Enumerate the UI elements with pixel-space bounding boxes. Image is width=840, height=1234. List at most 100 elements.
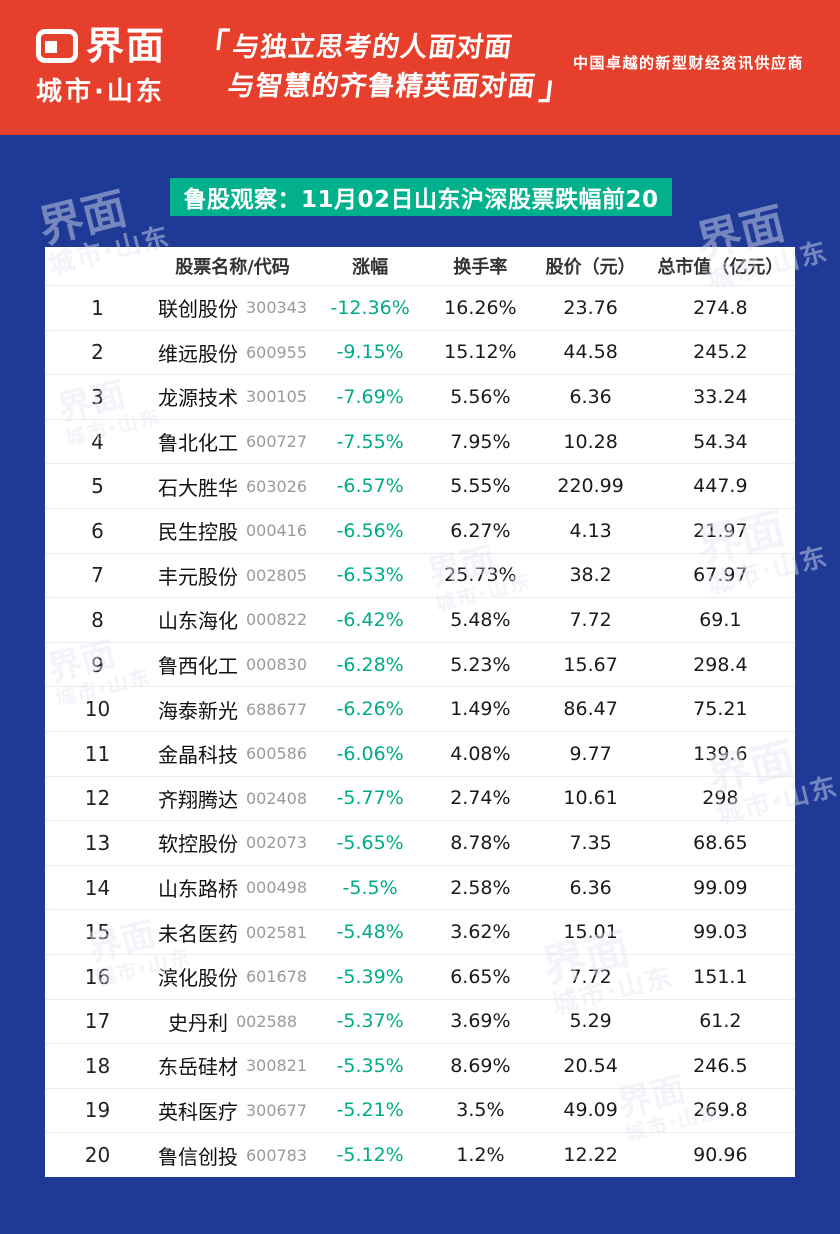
- stock-name: 联创股份: [157, 297, 238, 322]
- name-cell: 鲁信创投 600783: [150, 1141, 315, 1170]
- table-row: 19 英科医疗 300677 -5.21% 3.5% 49.09 269.8: [45, 1087, 795, 1133]
- cap-cell: 246.5: [693, 1054, 748, 1077]
- stock-code: 601678: [245, 967, 308, 987]
- change-cell: -5.39%: [336, 965, 404, 988]
- stock-code: 000416: [245, 521, 308, 541]
- cap-cell: 21.97: [693, 519, 748, 542]
- table-row: 4 鲁北化工 600727 -7.55% 7.95% 10.28 54.34: [45, 418, 795, 464]
- stock-name: 维远股份: [157, 341, 238, 366]
- page-title: 鲁股观察：11月02日山东沪深股票跌幅前20: [183, 187, 659, 213]
- turnover-cell: 8.69%: [450, 1054, 511, 1077]
- cap-cell: 75.21: [693, 698, 748, 721]
- turnover-cell: 16.26%: [444, 296, 517, 319]
- price-cell: 5.29: [569, 1010, 612, 1033]
- change-cell: -6.56%: [336, 519, 404, 542]
- name-cell: 史丹利 002588: [150, 1007, 315, 1036]
- turnover-cell: 8.78%: [450, 831, 511, 854]
- rank-cell: 18: [84, 1053, 111, 1078]
- stock-name: 石大胜华: [157, 475, 238, 500]
- tagline-lines: 与独立思考的人面对面 与智慧的齐鲁精英面对面: [225, 28, 543, 106]
- rank-cell: 4: [91, 429, 104, 454]
- table-row: 3 龙源技术 300105 -7.69% 5.56% 6.36 33.24: [45, 374, 795, 419]
- change-cell: -6.28%: [336, 653, 404, 676]
- cap-cell: 33.24: [693, 385, 748, 408]
- turnover-cell: 3.5%: [456, 1099, 505, 1122]
- close-bracket: 」: [537, 69, 574, 108]
- rank-cell: 16: [84, 964, 111, 989]
- table-body: 1 联创股份 300343 -12.36% 16.26% 23.76 274.8…: [45, 285, 795, 1177]
- stock-code: 300821: [245, 1056, 308, 1076]
- stock-name: 鲁信创投: [157, 1144, 238, 1169]
- name-cell: 山东海化 000822: [150, 605, 315, 634]
- stock-code: 600783: [245, 1145, 308, 1165]
- table-row: 14 山东路桥 000498 -5.5% 2.58% 6.36 99.09: [45, 864, 795, 910]
- table-row: 5 石大胜华 603026 -6.57% 5.55% 220.99 447.9: [45, 463, 795, 508]
- header-cap: 总市值（亿元）: [657, 257, 784, 278]
- rank-cell: 14: [84, 875, 111, 900]
- stock-code: 002408: [245, 788, 308, 808]
- price-cell: 220.99: [557, 475, 624, 498]
- stock-name: 滨化股份: [157, 966, 238, 991]
- title-banner: 鲁股观察：11月02日山东沪深股票跌幅前20: [170, 178, 672, 216]
- price-cell: 20.54: [563, 1054, 618, 1077]
- change-cell: -12.36%: [330, 296, 410, 319]
- stock-code: 600727: [245, 432, 308, 452]
- change-cell: -5.65%: [336, 831, 404, 854]
- cap-cell: 68.65: [693, 831, 748, 854]
- cap-cell: 274.8: [693, 296, 748, 319]
- tagline-line-2: 与智慧的齐鲁精英面对面: [225, 71, 538, 103]
- price-cell: 44.58: [563, 341, 618, 364]
- stock-name: 民生控股: [157, 520, 238, 545]
- rank-cell: 17: [84, 1009, 111, 1034]
- turnover-cell: 25.73%: [444, 564, 517, 587]
- cap-cell: 269.8: [693, 1099, 748, 1122]
- stock-code: 002588: [235, 1011, 298, 1031]
- price-cell: 15.67: [563, 653, 618, 676]
- table-row: 1 联创股份 300343 -12.36% 16.26% 23.76 274.8: [45, 285, 795, 330]
- turnover-cell: 1.49%: [450, 698, 511, 721]
- cap-cell: 69.1: [699, 608, 742, 631]
- stock-code: 300343: [245, 298, 308, 318]
- name-cell: 英科医疗 300677: [150, 1096, 315, 1125]
- name-cell: 民生控股 000416: [150, 516, 315, 545]
- turnover-cell: 5.55%: [450, 475, 511, 498]
- rank-cell: 1: [91, 295, 104, 320]
- tagline-line-1: 与独立思考的人面对面: [230, 32, 515, 64]
- turnover-cell: 6.65%: [450, 965, 511, 988]
- cap-cell: 90.96: [693, 1144, 748, 1167]
- brand-name: 界面: [86, 24, 167, 68]
- change-cell: -6.53%: [336, 564, 404, 587]
- cap-cell: 298.4: [693, 653, 748, 676]
- name-cell: 齐翔腾达 002408: [150, 784, 315, 813]
- cap-cell: 54.34: [693, 430, 748, 453]
- change-cell: -5.48%: [336, 921, 404, 944]
- stock-code: 002581: [245, 922, 308, 942]
- turnover-cell: 4.08%: [450, 742, 511, 765]
- rank-cell: 19: [84, 1098, 111, 1123]
- stock-code: 000498: [245, 878, 308, 898]
- stock-code: 603026: [245, 476, 308, 496]
- stock-code: 000830: [245, 655, 308, 675]
- rank-cell: 6: [91, 518, 104, 543]
- rank-cell: 8: [91, 607, 104, 632]
- table-row: 7 丰元股份 002805 -6.53% 25.73% 38.2 67.97: [45, 552, 795, 598]
- change-cell: -7.55%: [336, 430, 404, 453]
- turnover-cell: 2.74%: [450, 787, 511, 810]
- name-cell: 鲁北化工 600727: [150, 427, 315, 456]
- header-change: 涨幅: [352, 257, 389, 278]
- stock-name: 海泰新光: [157, 698, 238, 723]
- price-cell: 49.09: [563, 1099, 618, 1122]
- price-cell: 38.2: [569, 564, 612, 587]
- table-row: 15 未名医药 002581 -5.48% 3.62% 15.01 99.03: [45, 909, 795, 954]
- stock-name: 东岳硅材: [157, 1055, 238, 1080]
- cap-cell: 99.03: [693, 921, 748, 944]
- change-cell: -6.42%: [336, 608, 404, 631]
- price-cell: 6.36: [569, 876, 612, 899]
- change-cell: -5.5%: [342, 876, 398, 899]
- price-cell: 23.76: [563, 296, 618, 319]
- stock-name: 未名医药: [157, 921, 238, 946]
- table-row: 8 山东海化 000822 -6.42% 5.48% 7.72 69.1: [45, 597, 795, 642]
- price-cell: 12.22: [563, 1144, 618, 1167]
- rank-cell: 15: [84, 920, 111, 945]
